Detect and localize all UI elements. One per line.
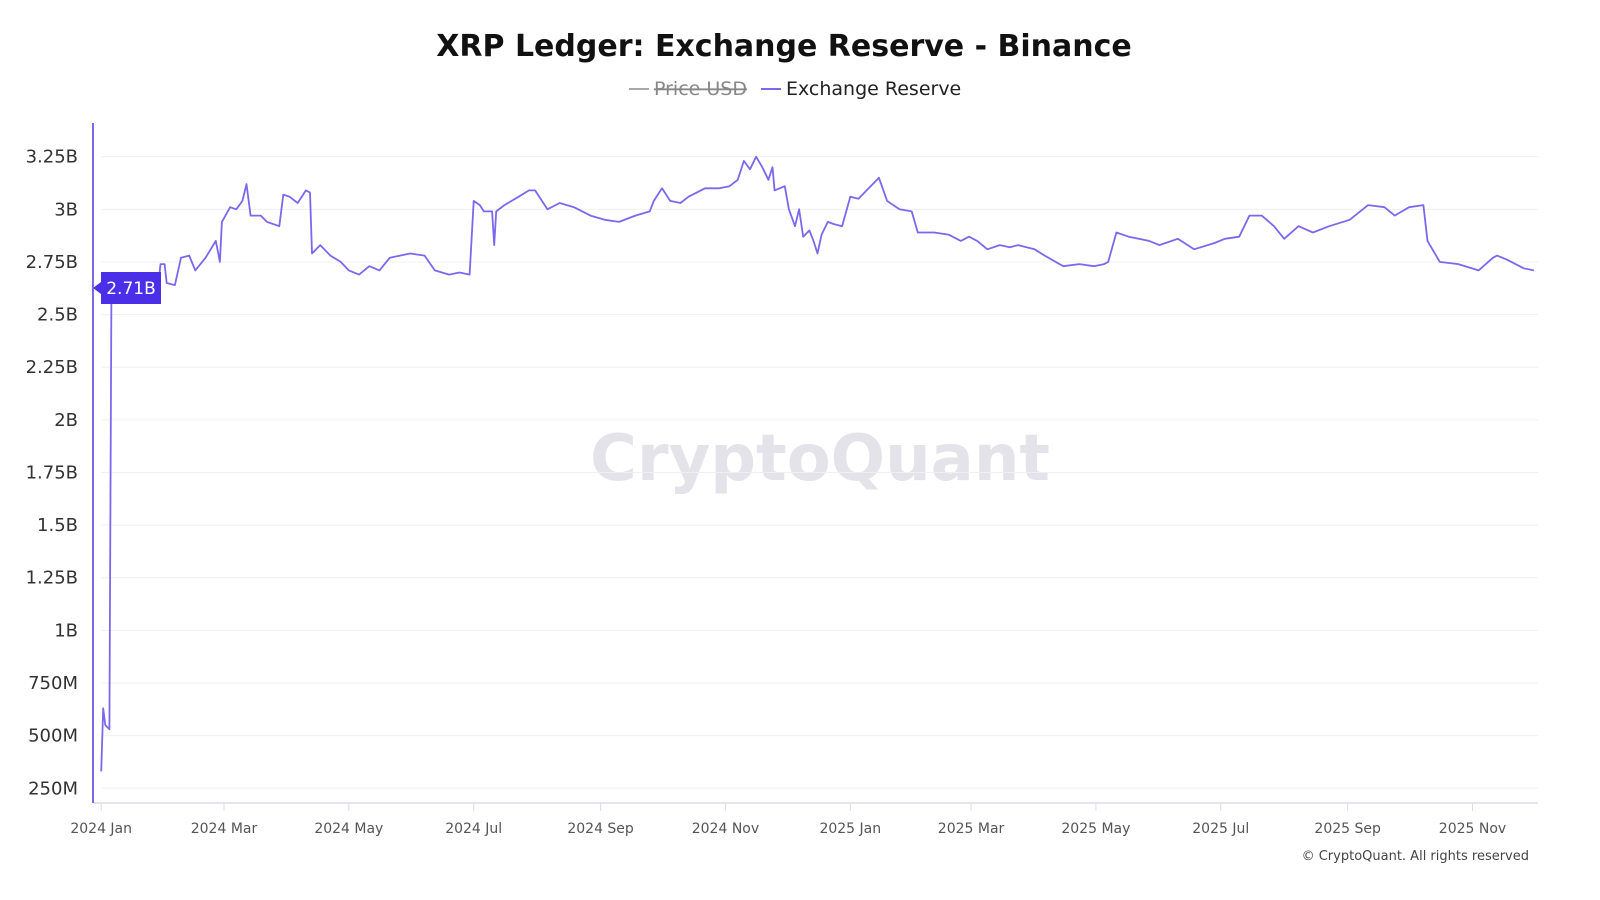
y-tick-label: 2.25B: [26, 357, 78, 378]
current-value-marker: 2.71B: [93, 272, 161, 304]
legend-label-price-usd: Price USD: [654, 78, 747, 100]
current-value-label: 2.71B: [106, 279, 156, 299]
y-tick-label: 2.5B: [37, 305, 78, 326]
legend: Price USD Exchange Reserve: [629, 78, 961, 100]
x-tick-label: 2025 Jul: [1192, 821, 1249, 837]
x-tick-label: 2024 Jul: [445, 821, 502, 837]
watermark: CryptoQuant: [590, 422, 1050, 496]
legend-item-exchange-reserve[interactable]: Exchange Reserve: [761, 78, 961, 100]
y-tick-label: 2.75B: [26, 252, 78, 273]
gridlines: [101, 156, 1538, 789]
x-tick-label: 2024 Sep: [567, 821, 634, 837]
x-tick-label: 2025 May: [1061, 821, 1130, 837]
y-axis-ticks: 3.25B 3B 2.75B 2.5B 2.25B 2B 1.75B 1.5B 1.25B 1B 7…: [26, 147, 78, 800]
series-line-exchange-reserve[interactable]: [100, 155, 1535, 772]
chart-title: XRP Ledger: Exchange Reserve - Binance: [436, 29, 1131, 64]
legend-label-exchange-reserve: Exchange Reserve: [786, 78, 961, 100]
y-tick-label: 1.5B: [37, 515, 78, 536]
x-tick-label: 2024 Jan: [70, 821, 132, 837]
y-tick-label: 2B: [54, 410, 78, 431]
x-tick-label: 2025 Mar: [938, 821, 1005, 837]
y-tick-label: 3.25B: [26, 147, 78, 168]
y-tick-label: 1.75B: [26, 462, 78, 483]
y-tick-label: 1B: [54, 620, 78, 641]
x-tick-label: 2025 Jan: [819, 821, 881, 837]
y-tick-label: 750M: [28, 673, 78, 694]
y-tick-label: 3B: [54, 199, 78, 220]
current-value-box: [101, 272, 161, 304]
x-tick-label: 2024 Nov: [692, 821, 759, 837]
x-tick-label: 2025 Sep: [1314, 821, 1381, 837]
x-tick-label: 2024 Mar: [191, 821, 258, 837]
legend-item-price-usd[interactable]: Price USD: [629, 78, 747, 100]
current-value-pointer: [93, 282, 101, 294]
y-tick-label: 500M: [28, 726, 78, 747]
copyright-footer: © CryptoQuant. All rights reserved: [1302, 849, 1529, 864]
y-tick-label: 250M: [28, 778, 78, 799]
x-tick-label: 2025 Nov: [1439, 821, 1506, 837]
y-tick-label: 1.25B: [26, 568, 78, 589]
x-tick-label: 2024 May: [314, 821, 383, 837]
x-axis-ticks: 2024 Jan 2024 Mar 2024 May 2024 Jul 2024 Sep…: [70, 803, 1506, 837]
